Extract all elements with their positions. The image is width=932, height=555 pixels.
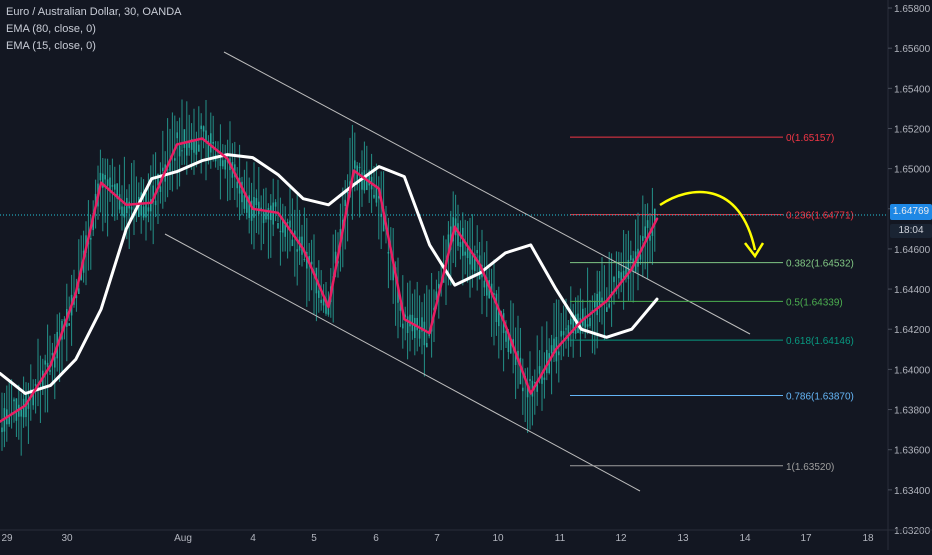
price-axis-label: 1.63400: [894, 486, 931, 497]
time-axis-label: 14: [739, 533, 751, 544]
fib-level-label: 0.5(1.64339): [786, 297, 843, 308]
price-axis-label: 1.63800: [894, 406, 931, 417]
time-axis-label: 18: [862, 533, 874, 544]
time-axis-label: 13: [677, 533, 689, 544]
ema-80-label: EMA (80, close, 0): [6, 23, 96, 35]
fib-level-label: 1(1.63520): [786, 462, 834, 473]
ema-15-label: EMA (15, close, 0): [6, 40, 96, 52]
time-axis-label: 5: [311, 533, 317, 544]
ema-80-line: [0, 153, 659, 395]
time-axis-label: 10: [492, 533, 504, 544]
time-axis-label: 11: [555, 533, 566, 544]
ema-15-line: [0, 137, 659, 423]
fib-level-label: 0(1.65157): [786, 133, 834, 144]
price-axis-label: 1.63600: [894, 446, 931, 457]
time-axis-label: Aug: [174, 533, 192, 544]
price-axis-label: 1.64000: [894, 365, 931, 376]
price-axis-label: 1.65000: [894, 165, 931, 176]
current-price-badge: 1.64769: [890, 204, 932, 220]
bar-countdown: 18:04: [898, 225, 924, 236]
time-axis-label: 17: [800, 533, 812, 544]
projection-arrow-curve: [659, 190, 757, 251]
price-axis-label: 1.64200: [894, 325, 931, 336]
channel-lower-line: [164, 233, 641, 492]
time-axis-label: 7: [434, 533, 440, 544]
time-axis-label: 6: [373, 533, 379, 544]
chart-title: Euro / Australian Dollar, 30, OANDA: [6, 6, 182, 18]
fib-level-label: 0.382(1.64532): [786, 259, 854, 270]
chart-legend: Euro / Australian Dollar, 30, OANDA EMA …: [6, 4, 181, 55]
fib-level-label: 0.786(1.63870): [786, 391, 854, 402]
price-axis-label: 1.64400: [894, 285, 931, 296]
fib-level-label: 0.236(1.64771): [786, 211, 854, 222]
projection-arrow-head: [744, 242, 765, 259]
time-axis-label: 12: [615, 533, 627, 544]
price-axis-label: 1.64600: [894, 245, 931, 256]
price-axis-label: 1.63200: [894, 526, 931, 537]
time-axis-label: 4: [250, 533, 256, 544]
fib-level-label: 0.618(1.64146): [786, 336, 854, 347]
price-axis-label: 1.65400: [894, 84, 931, 95]
price-axis-label: 1.65600: [894, 44, 931, 55]
price-axis-label: 1.65800: [894, 4, 931, 15]
bar-countdown-badge: 18:04: [890, 224, 932, 238]
time-axis-label: 29: [1, 533, 13, 544]
time-axis-label: 30: [61, 533, 73, 544]
current-price-label: 1.64769: [892, 206, 930, 217]
channel-upper-line: [223, 51, 751, 335]
price-axis-label: 1.65200: [894, 124, 931, 135]
